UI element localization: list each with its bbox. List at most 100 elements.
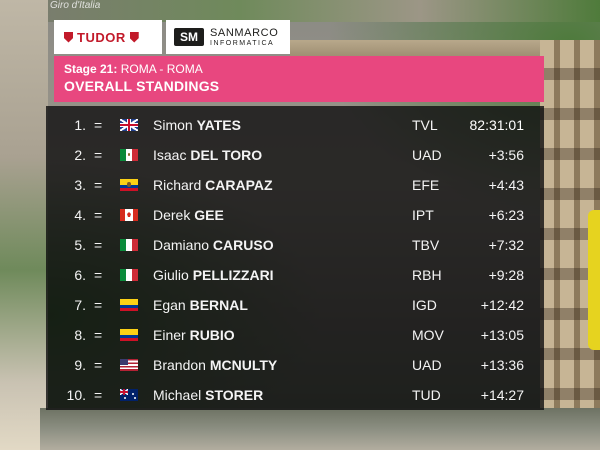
rider-name: Isaac DEL TORO [153,147,393,163]
gap-time: +13:05 [480,327,524,343]
rank-trend: = [94,387,103,403]
standings-row: 9. = Brandon MCNULTY UAD +13:36 [46,349,544,379]
flag-us-icon [120,359,138,371]
team-code: TBV [412,237,440,253]
sanmarco-name: SANMARCO [210,26,279,39]
sponsor-tudor: TUDOR [54,20,162,54]
gap-time: +6:23 [488,207,524,223]
rank-trend: = [94,267,103,283]
corner-broadcast-text: Giro d'Italia [50,0,101,11]
rank-trend: = [94,177,103,193]
rider-first-name: Michael [153,387,202,403]
rider-last-name: STORER [205,387,264,403]
rider-last-name: CARAPAZ [205,177,273,193]
standings-title: OVERALL STANDINGS [64,78,220,94]
sanmarco-subtitle: INFORMATICA [210,39,275,47]
rank-position: 2. [74,147,86,163]
gap-time: +7:32 [488,237,524,253]
rider-last-name: YATES [196,117,241,133]
standings-row: 7. = Egan BERNAL IGD +12:42 [46,289,544,319]
stage-route: ROMA - ROMA [120,62,203,76]
gap-time: +14:27 [480,387,524,403]
team-code: IGD [412,297,437,313]
background-rider-yellow [588,210,600,350]
rank-trend: = [94,207,103,223]
gap-time: +3:56 [488,147,524,163]
rider-first-name: Giulio [153,267,189,283]
rank-trend: = [94,357,103,373]
gap-time: +9:28 [488,267,524,283]
rank-trend: = [94,237,103,253]
rank-position: 7. [74,297,86,313]
rider-last-name: DEL TORO [190,147,263,163]
team-code: MOV [412,327,444,343]
tudor-shield-icon [129,31,139,43]
rank-position: 6. [74,267,86,283]
rider-last-name: BERNAL [189,297,248,313]
rank-position: 5. [74,237,86,253]
rank-position: 8. [74,327,86,343]
standings-row: 1. = Simon YATES TVL 82:31:01 [46,109,544,139]
rider-first-name: Brandon [153,357,206,373]
flag-mx-icon [120,149,138,161]
standings-row: 2. = Isaac DEL TORO UAD +3:56 [46,139,544,169]
rider-name: Einer RUBIO [153,327,393,343]
standings-row: 10. = Michael STORER TUD +14:27 [46,379,544,409]
rank-position: 4. [74,207,86,223]
rider-last-name: MCNULTY [209,357,278,373]
flag-au-icon [120,389,138,401]
rider-first-name: Einer [153,327,186,343]
gap-time: +13:36 [480,357,524,373]
team-code: UAD [412,147,442,163]
rider-name: Michael STORER [153,387,393,403]
flag-ca-icon [120,209,138,221]
rank-position: 3. [74,177,86,193]
tudor-shield-icon [64,31,73,43]
rank-trend: = [94,297,103,313]
rider-first-name: Derek [153,207,191,223]
flag-it-icon [120,239,138,251]
flag-ec-icon [120,179,138,191]
sanmarco-wordmark: SANMARCO INFORMATICA [210,26,279,47]
rider-first-name: Simon [153,117,193,133]
team-code: TUD [412,387,441,403]
team-code: UAD [412,357,442,373]
background-street [40,408,600,450]
sponsor-bar: TUDOR SM SANMARCO INFORMATICA [54,20,290,54]
background-arena-wall [290,40,540,58]
standings-row: 3. = Richard CARAPAZ EFE +4:43 [46,169,544,199]
rider-first-name: Isaac [153,147,187,163]
flag-it-icon [120,269,138,281]
standings-table: 1. = Simon YATES TVL 82:31:01 2. = Isaac DEL TO… [46,106,544,410]
rider-last-name: PELLIZZARI [192,267,274,283]
stage-line: Stage 21: ROMA - ROMA [64,61,534,77]
rank-position: 1. [74,117,86,133]
gap-time: +4:43 [488,177,524,193]
rider-name: Derek GEE [153,207,393,223]
rider-last-name: CARUSO [212,237,274,253]
rank-trend: = [94,117,103,133]
rider-name: Damiano CARUSO [153,237,393,253]
rider-first-name: Richard [153,177,202,193]
flag-co-icon [120,299,138,311]
rider-name: Richard CARAPAZ [153,177,393,193]
team-code: TVL [412,117,438,133]
team-code: RBH [412,267,442,283]
rank-position: 9. [74,357,86,373]
team-code: EFE [412,177,440,193]
rider-name: Simon YATES [153,117,393,133]
sanmarco-logo-icon: SM [174,28,204,46]
standings-row: 6. = Giulio PELLIZZARI RBH +9:28 [46,259,544,289]
rider-first-name: Egan [153,297,186,313]
stage-label: Stage 21: [64,62,118,76]
rider-name: Brandon MCNULTY [153,357,393,373]
rank-position: 10. [66,387,86,403]
flag-gb-icon [120,119,138,131]
flag-co-icon [120,329,138,341]
standings-row: 5. = Damiano CARUSO TBV +7:32 [46,229,544,259]
standings-row: 4. = Derek GEE IPT +6:23 [46,199,544,229]
rider-last-name: GEE [194,207,224,223]
tudor-logo-text: TUDOR [77,29,126,45]
rider-name: Egan BERNAL [153,297,393,313]
gap-time: +12:42 [480,297,524,313]
